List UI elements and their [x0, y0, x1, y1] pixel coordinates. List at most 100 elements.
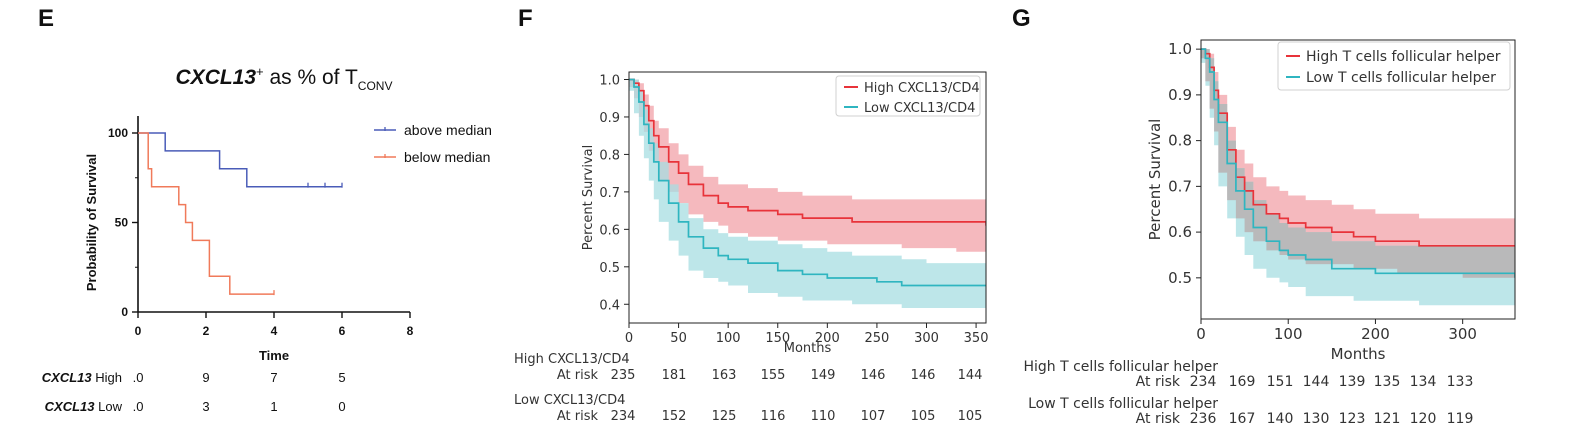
x-tick-label: 200 [815, 331, 840, 346]
y-tick-label: 0.9 [599, 111, 620, 126]
risk-value: 3 [202, 399, 209, 414]
risk-value: 152 [662, 409, 687, 424]
risk-group-label: Low CXCL13/CD4 [514, 393, 625, 408]
risk-row-gene: CXCL13 [42, 370, 93, 385]
chart-e-title-sup: + [256, 64, 264, 79]
risk-value: 5 [338, 370, 345, 385]
risk-value: 163 [712, 368, 737, 383]
plot-area [1201, 48, 1515, 306]
series-line-above-median [138, 132, 342, 188]
x-tick-label: 8 [407, 324, 414, 338]
x-axis-label: Time [259, 348, 289, 363]
chart-e-title: CXCL13+ as % of TCONV [176, 64, 393, 93]
risk-value: 169 [1229, 374, 1256, 390]
y-axis-label: Probability of Survival [84, 154, 99, 291]
risk-value: 123 [1339, 411, 1366, 427]
y-tick-label: 0.6 [1168, 223, 1192, 241]
risk-value: 120 [1410, 411, 1437, 427]
legend-entry: High CXCL13/CD4 [864, 81, 980, 96]
x-tick-label: 0 [1196, 325, 1206, 343]
risk-row-label: CXCL13 High [42, 370, 122, 385]
risk-prefix: At risk [1136, 374, 1181, 390]
risk-row-group: Low [95, 399, 123, 414]
panel-label-e: E [38, 5, 54, 32]
legend-entry: below median [404, 149, 490, 165]
risk-value: .0 [133, 399, 144, 414]
x-tick-label: 100 [716, 331, 741, 346]
x-tick-label: 150 [765, 331, 790, 346]
x-tick-label: 0 [135, 324, 142, 338]
risk-row-label: CXCL13 Low [45, 399, 123, 414]
x-tick-label: 50 [670, 331, 687, 346]
x-tick-label: 4 [271, 324, 278, 338]
risk-value: 9 [202, 370, 209, 385]
chart-e-title-gene: CXCL13 [176, 66, 257, 89]
risk-group-label: High CXCL13/CD4 [514, 352, 630, 367]
risk-value: 144 [1303, 374, 1330, 390]
risk-value: 121 [1374, 411, 1401, 427]
risk-value: 105 [911, 409, 936, 424]
risk-value: 181 [662, 368, 687, 383]
legend-box [1277, 41, 1511, 91]
risk-value: 105 [958, 409, 983, 424]
panel-label-f: F [518, 5, 533, 32]
x-tick-label: 100 [1274, 325, 1303, 343]
panel-label-g: G [1012, 5, 1031, 32]
chart-e-title-rest: as % of T [264, 66, 358, 89]
y-axis-label: Percent Survival [1146, 119, 1164, 241]
y-tick-label: 0.4 [599, 298, 620, 313]
risk-value: 130 [1303, 411, 1330, 427]
legend-entry: Low CXCL13/CD4 [864, 101, 975, 116]
y-tick-label: 0.6 [599, 223, 620, 238]
y-tick-label: 0.8 [1168, 132, 1192, 150]
plot-frame [1200, 39, 1516, 320]
x-tick-label: 200 [1361, 325, 1390, 343]
risk-row-group: High [92, 370, 122, 385]
legend-entry: High T cells follicular helper [1306, 49, 1501, 65]
y-tick-label: 0.7 [1168, 177, 1192, 195]
x-tick-label: 6 [339, 324, 346, 338]
risk-value: 149 [811, 368, 836, 383]
risk-prefix: At risk [557, 368, 599, 383]
confidence-band-overlap [1201, 49, 1515, 278]
plot-frame [628, 71, 987, 324]
x-tick-label: 300 [1448, 325, 1477, 343]
risk-group-label: High T cells follicular helper [1023, 359, 1218, 375]
x-axis-label: Months [1331, 345, 1386, 363]
risk-value: 110 [811, 409, 836, 424]
risk-value: 107 [861, 409, 886, 424]
y-tick-label: 0.5 [1168, 269, 1192, 287]
risk-value: 234 [611, 409, 636, 424]
risk-value: 116 [761, 409, 786, 424]
legend-entry: Low T cells follicular helper [1306, 70, 1496, 86]
x-axis-label: Months [784, 341, 832, 356]
x-tick-label: 250 [865, 331, 890, 346]
risk-value: 144 [958, 368, 983, 383]
y-tick-label: 0.7 [599, 186, 620, 201]
y-tick-label: 0 [121, 305, 128, 319]
legend-box [835, 75, 981, 117]
legend-entry: above median [404, 122, 492, 138]
y-tick-label: 1.0 [599, 73, 620, 88]
risk-value: 7 [270, 370, 277, 385]
y-tick-label: 0.9 [1168, 86, 1192, 104]
risk-value: 125 [712, 409, 737, 424]
plot-area [629, 78, 986, 308]
survival-line-low [1201, 48, 1515, 278]
x-tick-label: 300 [914, 331, 939, 346]
chart-g: 0 100 200 300 0.5 0.6 0.7 0.8 0.9 1.0 Months Percen… [1023, 39, 1516, 427]
x-tick-label: 2 [203, 324, 210, 338]
risk-value: 1 [270, 399, 277, 414]
risk-prefix: At risk [1136, 411, 1181, 427]
y-tick-label: 100 [108, 126, 128, 140]
x-tick-label: 0 [625, 331, 633, 346]
risk-value: 134 [1410, 374, 1437, 390]
survival-line-high [629, 78, 986, 226]
chart-f: 0 50 100 150 200 250 300 350 0.4 0.5 0.6 0.7 0.8 0.9 1… [514, 71, 988, 424]
confidence-band-high [629, 79, 986, 252]
chart-e-title-sub: CONV [358, 79, 393, 93]
risk-value: 119 [1447, 411, 1474, 427]
risk-value: 0 [338, 399, 345, 414]
